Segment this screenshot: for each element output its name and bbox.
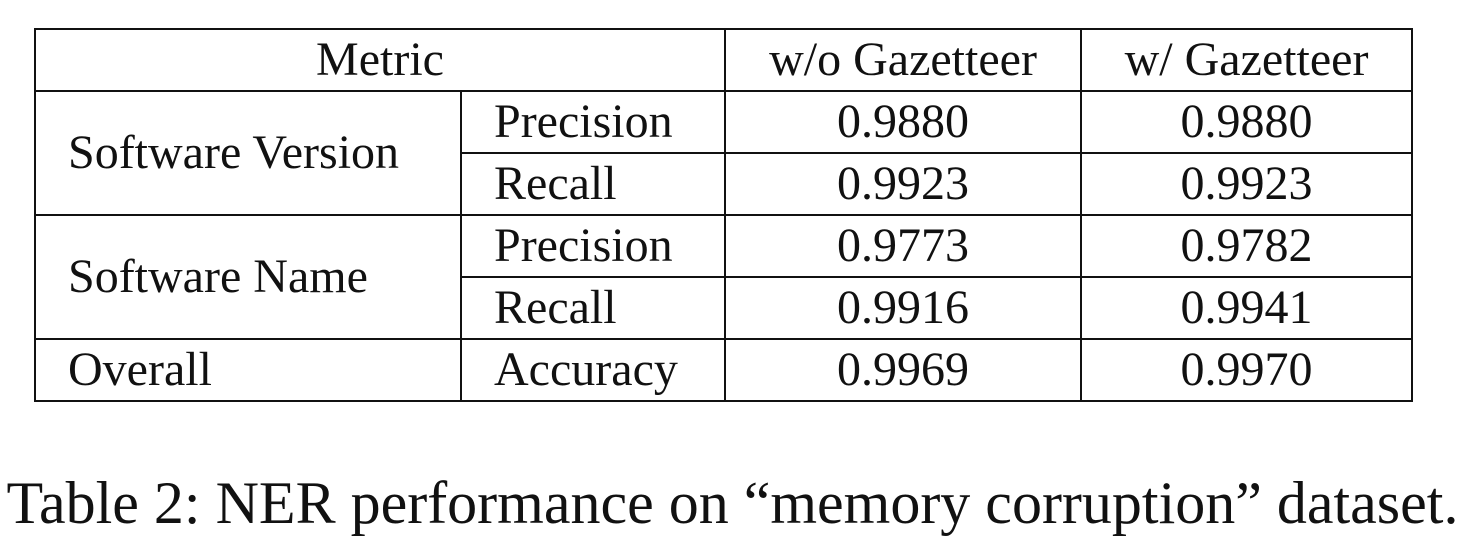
value-with-cell: 0.9782	[1080, 214, 1414, 278]
header-row: Metric w/o Gazetteer w/ Gazetteer	[33, 28, 1414, 92]
value-without-cell: 0.9916	[724, 276, 1083, 340]
value-without-cell: 0.9773	[724, 214, 1083, 278]
results-table: Metric w/o Gazetteer w/ Gazetteer Softwa…	[33, 28, 1414, 402]
value-with-cell: 0.9970	[1080, 338, 1414, 402]
table-row: Software Version Precision 0.9880 0.9880	[34, 90, 1414, 216]
value-without-cell: 0.9969	[724, 338, 1083, 402]
value-without-cell: 0.9880	[724, 90, 1083, 154]
group-label-software-version: Software Version	[34, 90, 462, 216]
table-row: Recall 0.9916 0.9941	[35, 276, 1414, 340]
value-with-cell: 0.9923	[1080, 152, 1414, 216]
metric-cell: Recall	[459, 152, 727, 216]
value-with-cell: 0.9941	[1080, 276, 1414, 340]
table-row: Software Name Precision 0.9773 0.9782	[34, 214, 1414, 340]
metric-cell: Recall	[459, 276, 727, 340]
value-without-cell: 0.9923	[724, 152, 1083, 216]
metric-cell: Precision	[459, 90, 727, 154]
group-label-overall: Overall	[34, 338, 462, 402]
metric-cell: Accuracy	[459, 338, 727, 402]
table-caption: Table 2: NER performance on “memory corr…	[6, 470, 1459, 536]
header-without-gazetteer: w/o Gazetteer	[724, 28, 1083, 92]
header-metric: Metric	[33, 28, 727, 92]
group-label-software-name: Software Name	[34, 214, 462, 340]
metric-cell: Precision	[459, 214, 727, 278]
value-with-cell: 0.9880	[1080, 90, 1414, 154]
header-with-gazetteer: w/ Gazetteer	[1080, 28, 1414, 92]
table-row: Recall 0.9923 0.9923	[35, 152, 1414, 216]
table-row: Overall Accuracy 0.9969 0.9970	[34, 338, 1414, 402]
